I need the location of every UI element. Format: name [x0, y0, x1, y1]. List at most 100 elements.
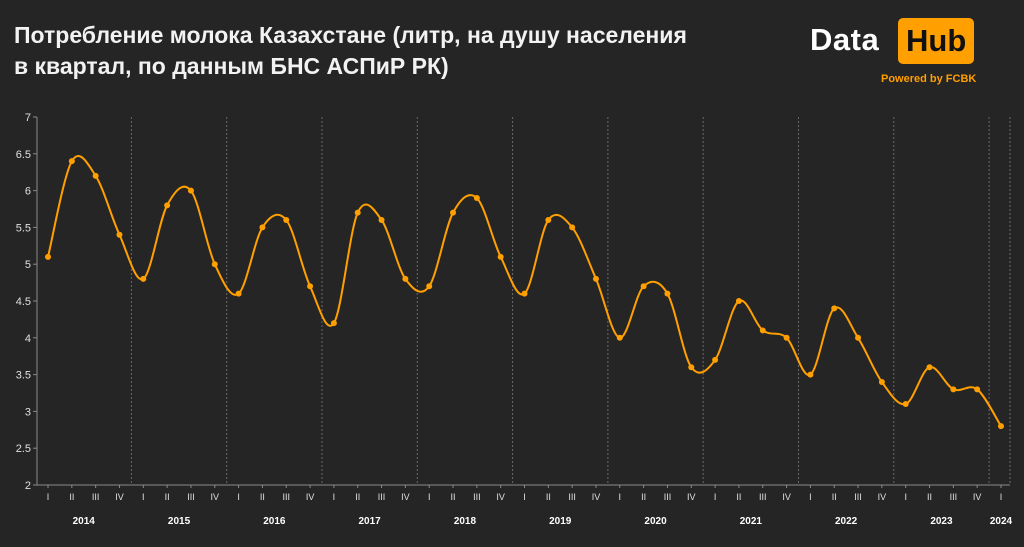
year-label: 2024 — [990, 516, 1013, 527]
quarter-label: I — [619, 492, 622, 502]
quarter-label: IV — [401, 492, 410, 502]
quarter-label: IV — [306, 492, 315, 502]
data-point — [688, 364, 695, 371]
data-point — [902, 401, 909, 408]
data-point — [378, 217, 385, 224]
data-point — [569, 224, 576, 231]
year-label: 2023 — [930, 516, 953, 527]
y-tick-label: 4 — [25, 333, 31, 345]
y-tick-label: 5.5 — [16, 222, 31, 234]
quarter-label: IV — [782, 492, 791, 502]
quarter-label: IV — [496, 492, 505, 502]
data-point — [878, 378, 885, 385]
chart-title-line-1: Потребление молока Казахстане (литр, на … — [14, 22, 687, 48]
chart-title: Потребление молока Казахстане (литр, на … — [14, 20, 814, 82]
y-tick-label: 7 — [25, 112, 31, 124]
year-label: 2021 — [740, 516, 763, 527]
year-label: 2014 — [73, 516, 96, 527]
logo-data-text: Data — [810, 22, 880, 57]
quarter-label: I — [714, 492, 717, 502]
quarter-label: I — [333, 492, 336, 502]
quarter-label: IV — [687, 492, 696, 502]
data-point — [473, 194, 480, 201]
data-point — [45, 253, 51, 260]
data-point — [712, 356, 719, 363]
quarter-label: IV — [878, 492, 887, 502]
quarter-label: II — [546, 492, 551, 502]
data-point — [259, 224, 266, 231]
data-point — [426, 283, 433, 290]
data-point — [235, 290, 242, 297]
quarter-label: III — [282, 492, 290, 502]
y-tick-label: 6 — [25, 186, 31, 198]
y-tick-label: 5 — [25, 259, 31, 271]
year-label: 2018 — [454, 516, 477, 527]
quarter-label: II — [641, 492, 646, 502]
quarter-label: I — [47, 492, 50, 502]
logo-hub-badge: Hub — [898, 18, 975, 64]
data-point — [211, 261, 218, 268]
quarter-label: III — [854, 492, 862, 502]
data-point — [855, 334, 862, 341]
quarter-label: IV — [973, 492, 982, 502]
y-tick-label: 4.5 — [16, 296, 31, 308]
quarter-label: III — [187, 492, 195, 502]
chart-title-line-2: в квартал, по данным БНС АСПиР РК) — [14, 53, 449, 79]
y-tick-label: 3 — [25, 406, 31, 418]
quarter-label: III — [950, 492, 958, 502]
data-point — [354, 209, 361, 216]
data-point — [187, 187, 194, 194]
quarter-label: I — [809, 492, 812, 502]
data-point — [592, 275, 599, 282]
year-label: 2017 — [359, 516, 382, 527]
quarter-label: II — [355, 492, 360, 502]
data-point — [926, 364, 933, 371]
quarter-label: II — [736, 492, 741, 502]
quarter-label: III — [759, 492, 767, 502]
quarter-label: I — [428, 492, 431, 502]
y-tick-label: 6.5 — [16, 149, 31, 161]
data-point — [664, 290, 671, 297]
data-point — [545, 217, 552, 224]
quarter-label: III — [378, 492, 386, 502]
quarter-label: II — [927, 492, 932, 502]
year-label: 2019 — [549, 516, 572, 527]
quarter-label: IV — [115, 492, 124, 502]
y-tick-label: 2.5 — [16, 443, 31, 455]
data-point — [307, 283, 314, 290]
data-point — [950, 386, 957, 393]
quarter-label: I — [523, 492, 526, 502]
quarter-label: I — [142, 492, 145, 502]
data-point — [974, 386, 981, 393]
quarter-label: IV — [211, 492, 220, 502]
data-point — [402, 275, 409, 282]
quarter-label: II — [832, 492, 837, 502]
quarter-label: III — [473, 492, 481, 502]
y-tick-label: 2 — [25, 480, 31, 492]
quarter-label: I — [1000, 492, 1003, 502]
data-point — [497, 253, 504, 260]
quarter-label: II — [69, 492, 74, 502]
data-point — [164, 202, 171, 209]
data-point — [831, 305, 838, 312]
quarter-label: III — [568, 492, 576, 502]
quarter-label: I — [904, 492, 907, 502]
data-point — [116, 231, 123, 238]
y-tick-label: 3.5 — [16, 370, 31, 382]
data-point — [998, 423, 1004, 430]
data-point — [735, 298, 742, 304]
data-point — [759, 327, 766, 334]
year-label: 2022 — [835, 516, 858, 527]
data-point — [783, 334, 790, 341]
year-label: 2020 — [644, 516, 667, 527]
quarter-label: II — [260, 492, 265, 502]
quarter-label: II — [165, 492, 170, 502]
year-label: 2016 — [263, 516, 286, 527]
quarter-label: II — [451, 492, 456, 502]
data-point — [521, 290, 528, 297]
data-point — [330, 320, 337, 327]
year-label: 2015 — [168, 516, 191, 527]
quarter-label: I — [237, 492, 240, 502]
data-point — [283, 217, 290, 224]
